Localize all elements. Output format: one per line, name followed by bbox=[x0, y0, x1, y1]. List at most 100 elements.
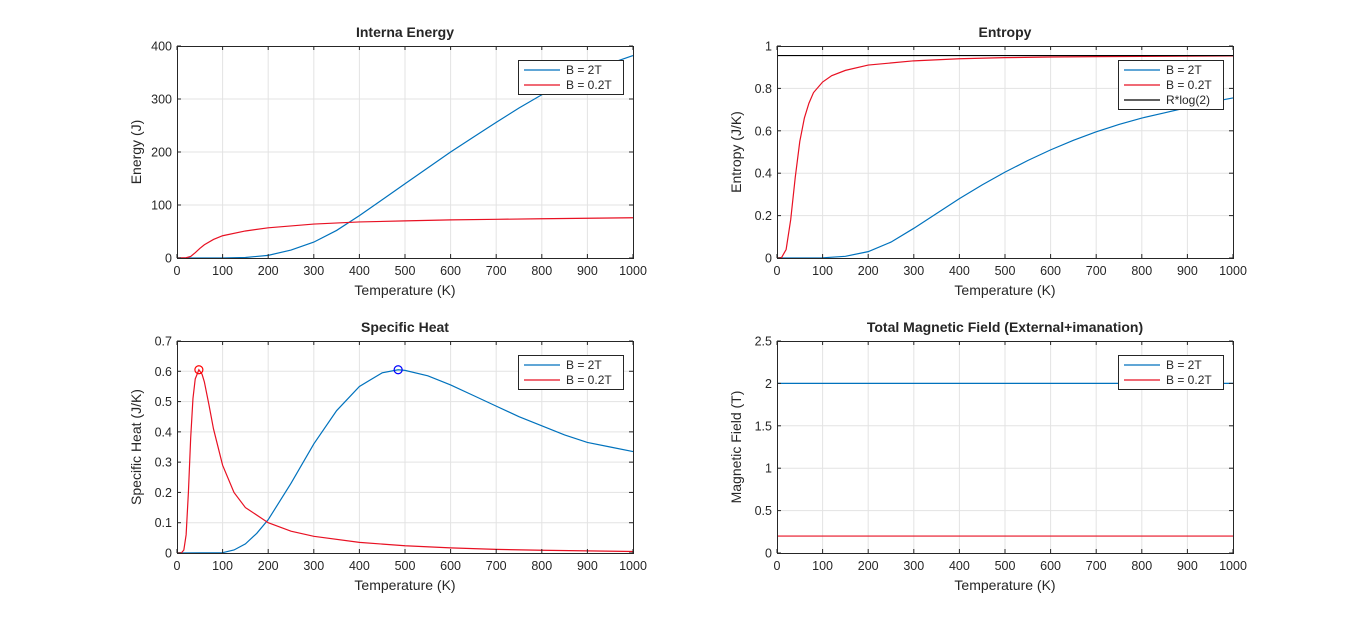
x-tick-label: 700 bbox=[486, 264, 507, 278]
x-tick-label: 900 bbox=[577, 559, 598, 573]
x-tick-label: 300 bbox=[903, 559, 924, 573]
x-axis-label: Temperature (K) bbox=[354, 282, 455, 298]
x-tick-label: 700 bbox=[1086, 559, 1107, 573]
x-tick-label: 500 bbox=[395, 559, 416, 573]
x-tick-label: 300 bbox=[303, 559, 324, 573]
x-tick-label: 500 bbox=[395, 264, 416, 278]
x-tick-label: 100 bbox=[812, 559, 833, 573]
chart-title: Specific Heat bbox=[361, 319, 449, 335]
y-axis-label: Magnetic Field (T) bbox=[728, 391, 744, 504]
y-tick-label: 0.6 bbox=[755, 124, 772, 138]
y-axis-label: Specific Heat (J/K) bbox=[128, 389, 144, 505]
legend-entry: B = 2T bbox=[566, 358, 602, 372]
legend-entry: B = 2T bbox=[1166, 63, 1202, 77]
x-tick-label: 500 bbox=[995, 264, 1016, 278]
y-tick-label: 0.5 bbox=[755, 504, 772, 518]
chart-panel-2: 0 100 200 300 400 500 600 700 800 900 1000 0 0.2 0.4 0… bbox=[728, 24, 1247, 298]
y-tick-label: 0 bbox=[765, 252, 772, 266]
y-tick-label: 400 bbox=[151, 40, 172, 54]
y-tick-label: 0.3 bbox=[155, 456, 172, 470]
y-tick-label: 2.5 bbox=[755, 335, 772, 349]
series-line-blue bbox=[776, 97, 1234, 259]
chart-title: Interna Energy bbox=[356, 24, 454, 40]
legend: B = 2TB = 0.2T bbox=[518, 60, 624, 95]
chart-title: Total Magnetic Field (External+imanation… bbox=[867, 319, 1143, 335]
y-tick-label: 0.2 bbox=[755, 209, 772, 223]
x-tick-label: 200 bbox=[858, 264, 879, 278]
legend-entry: B = 0.2T bbox=[566, 373, 612, 387]
x-tick-label: 100 bbox=[212, 559, 233, 573]
x-tick-label: 500 bbox=[995, 559, 1016, 573]
grid bbox=[177, 341, 633, 553]
x-tick-label: 400 bbox=[349, 264, 370, 278]
legend-box bbox=[518, 355, 624, 390]
x-tick-label: 1000 bbox=[619, 559, 647, 573]
x-tick-label: 900 bbox=[1177, 559, 1198, 573]
x-tick-label: 600 bbox=[440, 264, 461, 278]
x-tick-label: 0 bbox=[774, 264, 781, 278]
x-tick-label: 1000 bbox=[619, 264, 647, 278]
series-line-red bbox=[776, 55, 1234, 259]
legend: B = 2TB = 0.2TR*log(2) bbox=[1118, 60, 1224, 110]
x-tick-label: 700 bbox=[486, 559, 507, 573]
x-tick-label: 600 bbox=[1040, 559, 1061, 573]
y-tick-label: 0.4 bbox=[755, 167, 772, 181]
series-line-blue bbox=[176, 369, 634, 554]
x-tick-label: 1000 bbox=[1219, 559, 1247, 573]
chart-panel-3: 0 100 200 300 400 500 600 700 800 900 1000 0 0.1 0.2 0… bbox=[128, 319, 647, 593]
y-axis-label: Energy (J) bbox=[128, 120, 144, 185]
legend-entry: B = 2T bbox=[1166, 358, 1202, 372]
y-tick-label: 0.1 bbox=[155, 516, 172, 530]
y-axis-label: Entropy (J/K) bbox=[728, 111, 744, 193]
y-tick-label: 1.5 bbox=[755, 419, 772, 433]
y-tick-label: 200 bbox=[151, 146, 172, 160]
x-tick-label: 600 bbox=[440, 559, 461, 573]
peak-marker bbox=[194, 365, 204, 375]
legend-entry: R*log(2) bbox=[1166, 93, 1210, 107]
x-tick-label: 300 bbox=[303, 264, 324, 278]
x-tick-label: 900 bbox=[577, 264, 598, 278]
x-tick-label: 400 bbox=[349, 559, 370, 573]
y-tick-label: 0.7 bbox=[155, 335, 172, 349]
x-tick-label: 200 bbox=[258, 264, 279, 278]
x-tick-label: 100 bbox=[212, 264, 233, 278]
x-tick-label: 0 bbox=[774, 559, 781, 573]
x-tick-label: 800 bbox=[531, 559, 552, 573]
x-tick-label: 300 bbox=[903, 264, 924, 278]
y-tick-label: 2 bbox=[765, 377, 772, 391]
legend-entry: B = 2T bbox=[566, 63, 602, 77]
x-tick-label: 400 bbox=[949, 559, 970, 573]
x-tick-label: 200 bbox=[858, 559, 879, 573]
chart-panel-4: 0 100 200 300 400 500 600 700 800 900 1000 0 0.5 1 1.5… bbox=[728, 319, 1247, 593]
x-tick-label: 200 bbox=[258, 559, 279, 573]
x-tick-label: 800 bbox=[1131, 264, 1152, 278]
x-tick-label: 100 bbox=[812, 264, 833, 278]
chart-panel-1: 0 100 200 300 400 500 600 700 800 900 1000 0 100 200 3… bbox=[128, 24, 647, 298]
legend-entry: B = 0.2T bbox=[566, 78, 612, 92]
y-tick-label: 1 bbox=[765, 462, 772, 476]
legend: B = 2TB = 0.2T bbox=[518, 355, 624, 390]
y-tick-label: 0.8 bbox=[755, 82, 772, 96]
x-tick-label: 900 bbox=[1177, 264, 1198, 278]
x-tick-label: 600 bbox=[1040, 264, 1061, 278]
x-axis-label: Temperature (K) bbox=[354, 577, 455, 593]
y-tick-label: 1 bbox=[765, 40, 772, 54]
series-line-red bbox=[176, 368, 634, 554]
y-tick-label: 0 bbox=[765, 547, 772, 561]
y-tick-label: 100 bbox=[151, 199, 172, 213]
peak-marker bbox=[393, 365, 403, 375]
y-tick-label: 0.6 bbox=[155, 365, 172, 379]
chart-title: Entropy bbox=[979, 24, 1032, 40]
legend-box bbox=[518, 60, 624, 95]
x-tick-label: 400 bbox=[949, 264, 970, 278]
y-tick-label: 0 bbox=[165, 547, 172, 561]
y-tick-label: 0 bbox=[165, 252, 172, 266]
y-tick-label: 300 bbox=[151, 93, 172, 107]
legend-entry: B = 0.2T bbox=[1166, 78, 1212, 92]
x-axis-label: Temperature (K) bbox=[954, 282, 1055, 298]
x-axis-label: Temperature (K) bbox=[954, 577, 1055, 593]
y-tick-label: 0.2 bbox=[155, 486, 172, 500]
x-tick-label: 0 bbox=[174, 559, 181, 573]
x-tick-label: 800 bbox=[1131, 559, 1152, 573]
